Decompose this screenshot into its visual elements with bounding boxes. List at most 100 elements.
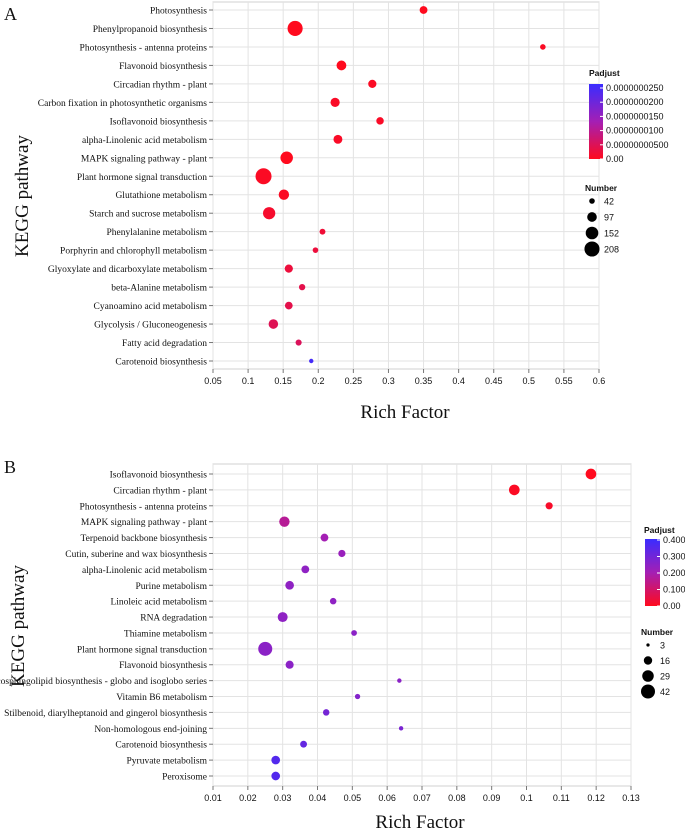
category-label: Vitamin B6 metabolism <box>116 693 207 703</box>
category-label: Plant hormone signal transduction <box>77 173 207 183</box>
category-label: MAPK signaling pathway - plant <box>81 154 207 164</box>
color-tick-label: 0.100 <box>663 585 685 595</box>
category-label: alpha-Linolenic acid metabolism <box>82 566 208 576</box>
x-tick-label: 0.08 <box>448 793 466 803</box>
category-label: Circadian rhythm - plant <box>113 486 207 496</box>
size-legend-label: 97 <box>604 213 614 223</box>
data-point <box>508 484 520 496</box>
data-point <box>285 660 294 669</box>
category-label: Carotenoid biosynthesis <box>115 358 207 368</box>
category-label: Pyruvate metabolism <box>127 757 208 767</box>
size-legend-dot <box>642 670 654 682</box>
data-point <box>354 693 361 700</box>
size-legend-items: 3 16 29 42 <box>641 641 670 699</box>
category-label: Photosynthesis <box>150 7 207 17</box>
size-legend-label: 29 <box>660 672 670 682</box>
category-label: Starch and sucrose metabolism <box>89 210 208 220</box>
data-point <box>284 301 293 310</box>
color-tick-label: 0.0000000200 <box>606 97 664 107</box>
x-tick-label: 0.6 <box>593 376 606 386</box>
panel-b: B Isoflavonoid biosynthesis Circadian rhy… <box>0 457 685 832</box>
category-label: Purine metabolism <box>135 582 207 592</box>
x-tick-label: 0.35 <box>415 376 433 386</box>
x-tick-label: 0.2 <box>312 376 325 386</box>
category-label: beta-Alanine metabolism <box>111 284 207 294</box>
category-label: alpha-Linolenic acid metabolism <box>82 136 208 146</box>
gridlines <box>209 2 600 373</box>
data-point <box>320 533 329 542</box>
color-tick-label: 0.00 <box>606 154 624 164</box>
color-legend: Padjust 0.0000000250 0.0000000200 0.000000… <box>589 68 669 164</box>
size-legend-label: 3 <box>660 641 665 651</box>
category-label: Plant hormone signal transduction <box>77 645 207 655</box>
color-tick-label: 0.00 <box>663 601 681 611</box>
data-point <box>397 678 402 683</box>
category-label: Flavonoid biosynthesis <box>119 62 207 72</box>
data-point <box>309 358 314 364</box>
data-point <box>298 283 306 291</box>
data-point <box>255 168 272 185</box>
x-axis-label: Rich Factor <box>375 812 465 832</box>
color-tick-label: 0.200 <box>663 568 685 578</box>
data-point <box>263 207 276 220</box>
size-legend-label: 42 <box>660 687 670 697</box>
color-legend-title: Padjust <box>589 68 620 78</box>
data-point <box>271 755 281 765</box>
category-label: Cutin, suberine and wax biosynthesis <box>65 550 207 560</box>
data-point <box>338 549 346 558</box>
panel-a: A Photosynthesis Phenylpropanoid biosynth… <box>4 1 669 423</box>
data-point <box>330 97 340 107</box>
x-tick-label: 0.02 <box>239 793 257 803</box>
x-tick-label: 0.55 <box>555 376 573 386</box>
x-tick-label: 0.4 <box>452 376 465 386</box>
color-bar <box>589 84 603 159</box>
category-label: RNA degradation <box>140 614 207 624</box>
data-point <box>329 597 337 605</box>
data-point <box>312 247 319 253</box>
data-point <box>268 319 279 329</box>
category-label: Glutathione metabolism <box>115 191 207 201</box>
x-tick-label: 0.13 <box>622 793 640 803</box>
size-legend-title: Number <box>641 627 674 637</box>
size-legend-dot <box>585 226 599 240</box>
x-tick-label: 0.07 <box>413 793 431 803</box>
x-axis-label: Rich Factor <box>360 402 450 423</box>
x-tick-label: 0.06 <box>378 793 396 803</box>
color-tick-label: 0.0000000150 <box>606 111 664 121</box>
data-point <box>336 60 347 71</box>
size-legend-dot <box>646 643 650 647</box>
data-point <box>398 726 404 731</box>
size-legend-dot <box>587 212 597 222</box>
plot-area <box>212 1 600 370</box>
size-legend-label: 152 <box>604 229 619 239</box>
category-label: Photosynthesis - antenna proteins <box>80 502 208 512</box>
color-tick-label: 0.0000000250 <box>606 83 664 93</box>
category-label: Glyoxylate and dicarboxylate metabolism <box>48 265 208 275</box>
color-legend: Padjust 0.400 0.300 0.200 0.100 0.00 <box>644 525 685 611</box>
size-legend-label: 42 <box>604 197 614 207</box>
data-points <box>258 468 597 781</box>
data-point <box>585 468 597 480</box>
data-point <box>368 79 377 89</box>
data-point <box>319 228 326 235</box>
data-point <box>271 771 281 781</box>
data-point <box>277 612 288 623</box>
data-point <box>333 134 343 144</box>
x-tick-label: 0.11 <box>553 793 570 803</box>
x-tick-label: 0.25 <box>345 376 363 386</box>
x-tick-label: 0.05 <box>204 376 222 386</box>
category-labels: Isoflavonoid biosynthesis Circadian rhyth… <box>0 470 208 783</box>
data-point <box>540 44 546 50</box>
size-legend-dot <box>589 198 595 204</box>
category-label: Peroxisome <box>162 773 207 783</box>
color-legend-ticks: 0.400 0.300 0.200 0.100 0.00 <box>657 535 685 611</box>
category-label: Flavonoid biosynthesis <box>119 661 207 671</box>
category-label: Photosynthesis - antenna proteins <box>80 43 208 53</box>
panel-label: A <box>4 4 17 24</box>
data-point <box>280 151 293 165</box>
size-legend-dot <box>641 684 655 699</box>
category-label: Isoflavonoid biosynthesis <box>110 116 208 127</box>
data-point <box>279 516 290 527</box>
x-tick-label: 0.1 <box>520 793 533 803</box>
